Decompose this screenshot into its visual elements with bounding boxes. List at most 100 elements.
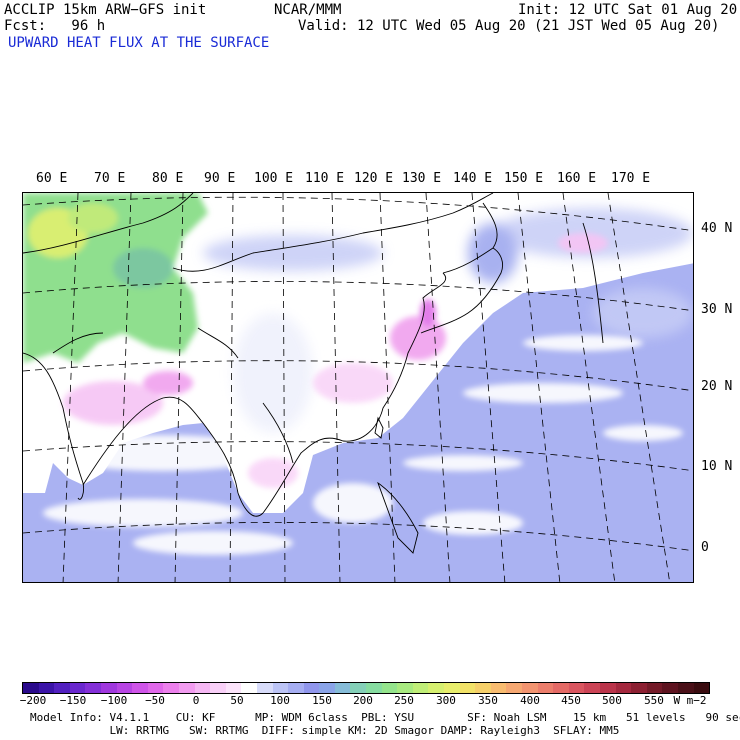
color-swatch — [677, 683, 694, 693]
cloud-streak — [313, 483, 393, 523]
color-swatch — [444, 683, 460, 693]
color-swatch — [584, 683, 600, 693]
center-label: NCAR/MMM — [274, 2, 342, 18]
color-swatch — [646, 683, 663, 693]
longitude-line — [282, 193, 286, 582]
border — [23, 193, 194, 254]
color-swatch — [194, 683, 211, 693]
tick-label: 0 — [192, 694, 200, 707]
tick-label: 350 — [478, 694, 498, 707]
latitude-line — [23, 522, 693, 552]
lat-label: 20 N — [701, 379, 733, 394]
color-swatch — [241, 683, 257, 693]
lat-label: 40 N — [701, 221, 733, 236]
color-swatch — [319, 683, 335, 693]
model-physics-line: LW: RRTMG SW: RRTMG DIFF: simple KM: 2D … — [30, 724, 620, 737]
color-swatch — [100, 683, 117, 693]
negative-flux-area — [248, 458, 298, 488]
color-swatch — [147, 683, 164, 693]
color-swatch — [475, 683, 491, 693]
tick-label: 150 — [312, 694, 332, 707]
tick-label: 450 — [561, 694, 581, 707]
flux-patch — [203, 235, 383, 271]
longitude-line — [517, 193, 561, 582]
tick-label: 50 — [230, 694, 244, 707]
tick-label: 400 — [520, 694, 540, 707]
longitude-line — [562, 193, 616, 582]
color-swatch — [428, 683, 445, 693]
lon-label: 120 E — [354, 171, 394, 186]
tick-label: 300 — [436, 694, 456, 707]
lon-label: 70 E — [94, 171, 126, 186]
color-swatch — [397, 683, 413, 693]
longitude-line — [471, 193, 506, 582]
negative-flux-area — [143, 371, 193, 395]
lon-label: 80 E — [152, 171, 184, 186]
color-swatch — [568, 683, 585, 693]
cloud-streak — [133, 531, 293, 555]
color-swatch — [85, 683, 101, 693]
coastline — [262, 272, 446, 514]
latitude-line — [23, 281, 693, 312]
model-info-line: Model Info: V4.1.1 CU: KF MP: WDM 6class… — [30, 711, 740, 724]
green-patch — [113, 248, 173, 288]
color-swatch — [381, 683, 398, 693]
cloud-streak — [53, 435, 273, 471]
flux-patch — [468, 223, 518, 283]
tick-label: 100 — [270, 694, 290, 707]
tick-label: 200 — [353, 694, 373, 707]
lat-label: 10 N — [701, 459, 733, 474]
color-scale-bar — [22, 682, 710, 694]
land-low-flux-area — [23, 193, 693, 513]
field-title: UPWARD HEAT FLUX AT THE SURFACE — [8, 35, 270, 51]
latitude-line — [23, 360, 693, 392]
color-swatch — [54, 683, 70, 693]
color-swatch — [553, 683, 569, 693]
taiwan-coast — [374, 416, 384, 439]
coastline — [23, 352, 84, 500]
cloud-streak — [423, 511, 523, 535]
color-swatch — [662, 683, 678, 693]
negative-flux-area — [313, 363, 393, 403]
lon-label: 100 E — [254, 171, 294, 186]
lon-label: 170 E — [611, 171, 651, 186]
flux-patch — [233, 313, 313, 433]
lon-label: 140 E — [453, 171, 493, 186]
border — [582, 222, 604, 344]
color-swatch — [693, 683, 710, 693]
color-swatch — [506, 683, 522, 693]
color-swatch — [256, 683, 273, 693]
color-swatch — [210, 683, 226, 693]
color-swatch — [225, 683, 242, 693]
units-label: W m−2 — [673, 694, 707, 707]
color-swatch — [116, 683, 133, 693]
model-title: ACCLIP 15km ARW−GFS init — [4, 2, 207, 18]
longitude-line — [607, 193, 671, 582]
longitude-line — [379, 193, 396, 582]
color-swatch — [631, 683, 647, 693]
latitude-line — [23, 196, 693, 232]
longitude-line — [331, 193, 341, 582]
cloud-streak — [43, 499, 243, 527]
color-swatch — [522, 683, 538, 693]
color-swatch — [38, 683, 55, 693]
negative-flux-area — [390, 316, 446, 360]
lon-label: 110 E — [305, 171, 345, 186]
color-swatch — [132, 683, 148, 693]
color-swatch — [69, 683, 86, 693]
border — [172, 193, 494, 272]
philippines-coast — [377, 481, 419, 554]
tick-label: 550 — [644, 694, 664, 707]
tick-label: 500 — [602, 694, 622, 707]
color-swatch — [163, 683, 179, 693]
init-time: Init: 12 UTC Sat 01 Aug 20 — [518, 2, 738, 18]
lat-label: 30 N — [701, 302, 733, 317]
color-swatch — [178, 683, 195, 693]
color-swatch — [412, 683, 429, 693]
tick-label: −100 — [100, 694, 128, 707]
flux-patch — [493, 208, 693, 258]
color-swatch — [303, 683, 320, 693]
coastline — [82, 396, 264, 517]
longitude-line — [117, 193, 132, 582]
lat-label: 0 — [701, 540, 709, 555]
